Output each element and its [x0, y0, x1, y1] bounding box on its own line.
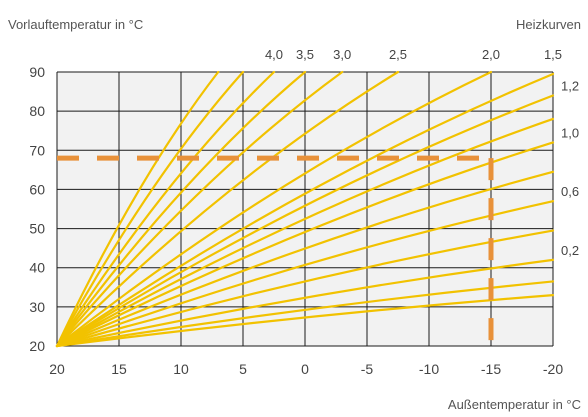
heating-curve-line [55, 70, 245, 348]
x-tick-label: -15 [481, 361, 501, 377]
heating-curve-line [55, 70, 493, 348]
y-tick-label: 40 [29, 260, 45, 276]
y-axis-ticks: 20 30 40 50 60 70 80 90 [29, 64, 45, 354]
heating-curve-line [55, 117, 555, 348]
x-axis-ticks: 20 15 10 5 0 -5 -10 -15 -20 [49, 361, 563, 377]
y-tick-label: 90 [29, 64, 45, 80]
curve-label: 1,5 [544, 47, 562, 62]
design-point-guides [57, 155, 494, 346]
curve-labels: 0,2 0,6 1,0 1,2 1,5 2,0 2,5 3,0 3,5 4,0 [265, 47, 579, 258]
heating-curve-line [55, 294, 555, 348]
y-axis-title: Vorlauftemperatur in °C [8, 17, 143, 32]
x-tick-label: 5 [239, 361, 247, 377]
x-tick-label: 10 [173, 361, 189, 377]
y-tick-label: 20 [29, 338, 45, 354]
curve-label: 0,2 [561, 243, 579, 258]
y-tick-label: 60 [29, 181, 45, 197]
y-tick-label: 80 [29, 103, 45, 119]
curve-label: 4,0 [265, 47, 283, 62]
x-tick-label: 15 [111, 361, 127, 377]
curve-label: 2,5 [389, 47, 407, 62]
x-tick-label: 0 [301, 361, 309, 377]
curve-label: 3,0 [333, 47, 351, 62]
y-tick-label: 50 [29, 221, 45, 237]
y-tick-label: 30 [29, 299, 45, 315]
x-tick-label: -5 [361, 361, 374, 377]
curve-label: 1,0 [561, 125, 579, 140]
heating-curve-line [55, 70, 220, 348]
heating-curve-line [55, 70, 276, 348]
heating-curve-line [55, 70, 307, 348]
heating-curves [55, 70, 555, 348]
x-tick-label: -10 [419, 361, 439, 377]
heating-curve-line [55, 70, 400, 348]
x-tick-label: -20 [543, 361, 563, 377]
heating-curve-line [55, 72, 555, 348]
y-tick-label: 70 [29, 142, 45, 158]
x-axis-title: Außentemperatur in °C [448, 397, 581, 412]
heating-curve-line [55, 141, 555, 348]
heating-curve-line [55, 200, 555, 348]
x-tick-label: 20 [49, 361, 65, 377]
curve-label: 3,5 [296, 47, 314, 62]
heating-curve-line [55, 280, 555, 348]
heating-curve-line [55, 94, 555, 348]
heating-curve-line [55, 229, 555, 348]
grid-lines [56, 71, 554, 347]
curve-label: 1,2 [561, 78, 579, 93]
heating-curve-line [55, 70, 344, 348]
heating-curve-line [55, 258, 555, 348]
curve-label: 0,6 [561, 184, 579, 199]
curve-label: 2,0 [482, 47, 500, 62]
heizkurven-label: Heizkurven [516, 17, 581, 32]
heating-curve-line [55, 170, 555, 348]
